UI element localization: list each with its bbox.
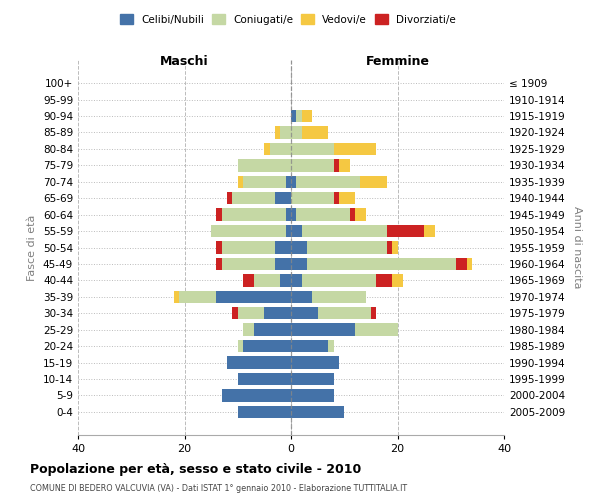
Bar (307, 242, 387, 254)
Bar (217, 290, 291, 303)
Text: Maschi: Maschi (160, 56, 209, 68)
Bar (355, 208, 365, 221)
Bar (291, 307, 317, 320)
Bar (291, 290, 313, 303)
Bar (334, 143, 376, 155)
Bar (387, 225, 424, 237)
Bar (467, 258, 472, 270)
Bar (243, 274, 254, 286)
Bar (291, 340, 328, 352)
Bar (238, 406, 291, 418)
Bar (302, 126, 328, 138)
Bar (211, 225, 286, 237)
Bar (227, 192, 232, 204)
Bar (243, 324, 254, 336)
Bar (424, 225, 435, 237)
Bar (238, 159, 291, 172)
Bar (217, 242, 222, 254)
Bar (238, 176, 243, 188)
Bar (232, 307, 238, 320)
Bar (280, 274, 291, 286)
Bar (179, 290, 217, 303)
Bar (291, 258, 307, 270)
Bar (302, 225, 387, 237)
Bar (222, 389, 291, 402)
Bar (291, 324, 355, 336)
Bar (334, 159, 339, 172)
Bar (376, 274, 392, 286)
Bar (360, 176, 387, 188)
Bar (265, 307, 291, 320)
Bar (291, 143, 334, 155)
Text: Popolazione per età, sesso e stato civile - 2010: Popolazione per età, sesso e stato civil… (30, 462, 361, 475)
Legend: Celibi/Nubili, Coniugati/e, Vedovi/e, Divorziati/e: Celibi/Nubili, Coniugati/e, Vedovi/e, Di… (116, 10, 460, 29)
Bar (291, 126, 302, 138)
Bar (296, 176, 360, 188)
Bar (317, 307, 371, 320)
Bar (265, 143, 270, 155)
Bar (291, 192, 334, 204)
Bar (217, 258, 222, 270)
Bar (238, 340, 243, 352)
Y-axis label: Anni di nascita: Anni di nascita (572, 206, 582, 289)
Bar (243, 176, 286, 188)
Bar (222, 208, 286, 221)
Bar (291, 356, 339, 368)
Bar (238, 373, 291, 385)
Text: COMUNE DI BEDERO VALCUVIA (VA) - Dati ISTAT 1° gennaio 2010 - Elaborazione TUTTI: COMUNE DI BEDERO VALCUVIA (VA) - Dati IS… (30, 484, 407, 493)
Bar (227, 356, 291, 368)
Bar (291, 242, 307, 254)
Bar (307, 258, 456, 270)
Bar (286, 225, 291, 237)
Bar (291, 225, 302, 237)
Bar (222, 258, 275, 270)
Bar (302, 274, 376, 286)
Bar (280, 126, 291, 138)
Bar (254, 324, 291, 336)
Bar (270, 143, 291, 155)
Bar (291, 389, 334, 402)
Bar (328, 340, 334, 352)
Bar (217, 208, 222, 221)
Bar (296, 208, 350, 221)
Bar (296, 110, 302, 122)
Bar (275, 258, 291, 270)
Bar (350, 208, 355, 221)
Bar (232, 192, 275, 204)
Bar (355, 324, 398, 336)
Bar (313, 290, 365, 303)
Bar (286, 208, 291, 221)
Bar (339, 159, 350, 172)
Bar (174, 290, 179, 303)
Bar (291, 208, 296, 221)
Bar (291, 274, 302, 286)
Text: Femmine: Femmine (365, 56, 430, 68)
Bar (334, 192, 339, 204)
Bar (339, 192, 355, 204)
Bar (275, 126, 280, 138)
Y-axis label: Fasce di età: Fasce di età (28, 214, 37, 280)
Bar (392, 242, 398, 254)
Bar (291, 373, 334, 385)
Bar (291, 176, 296, 188)
Bar (254, 274, 280, 286)
Bar (275, 192, 291, 204)
Bar (222, 242, 275, 254)
Bar (387, 242, 392, 254)
Bar (275, 242, 291, 254)
Bar (291, 406, 344, 418)
Bar (291, 159, 334, 172)
Bar (291, 110, 296, 122)
Bar (302, 110, 312, 122)
Bar (243, 340, 291, 352)
Bar (371, 307, 376, 320)
Bar (392, 274, 403, 286)
Bar (286, 176, 291, 188)
Bar (456, 258, 467, 270)
Bar (238, 307, 265, 320)
